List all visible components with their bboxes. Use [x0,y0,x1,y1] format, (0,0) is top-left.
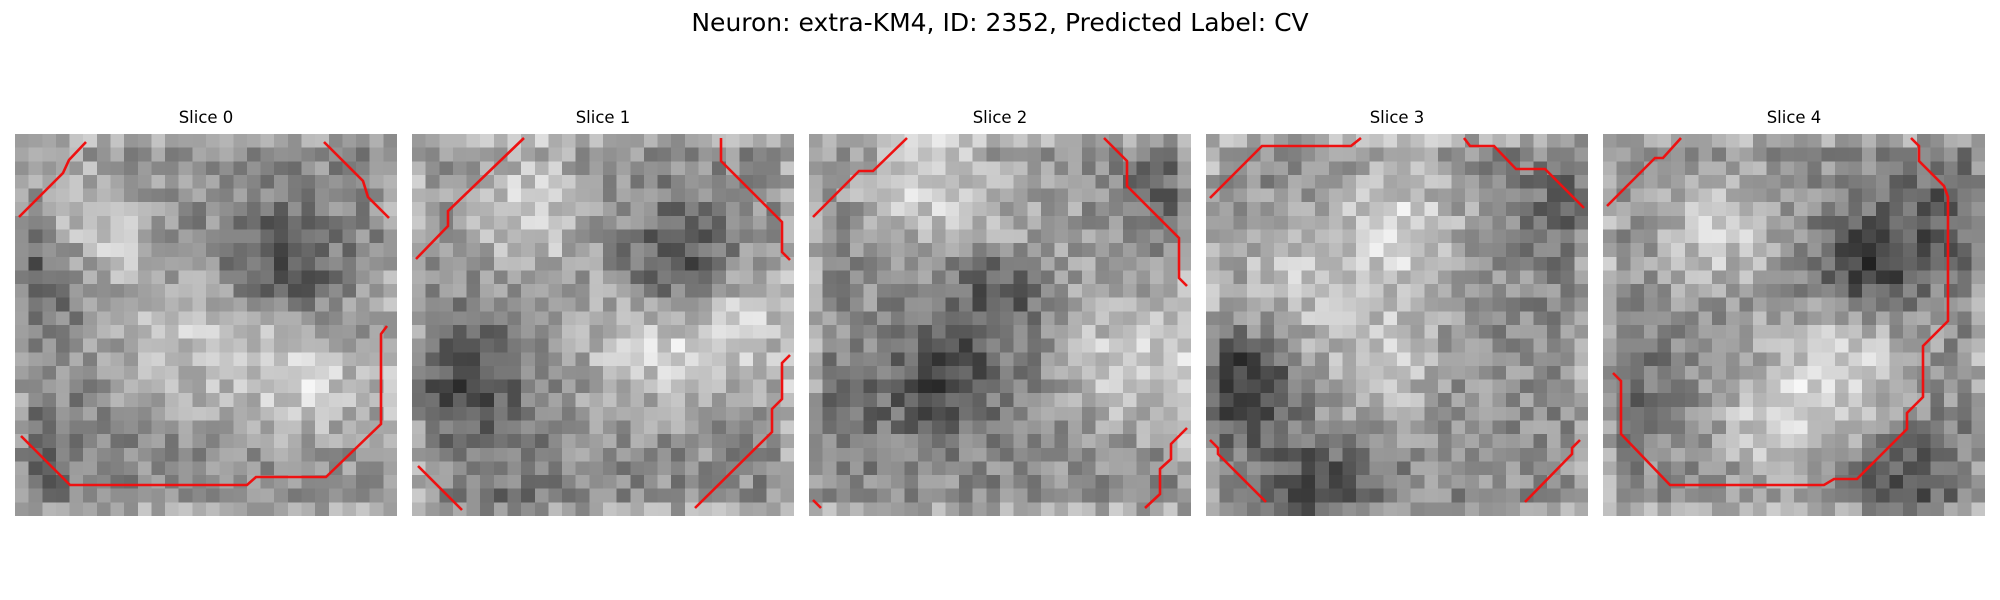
slice-panel-1: Slice 1 [412,108,794,516]
grayscale-slice-image [809,134,1191,516]
slice-title: Slice 1 [575,108,631,127]
grayscale-slice-image [1206,134,1588,516]
slice-title: Slice 4 [1766,108,1822,127]
grayscale-slice-image [412,134,794,516]
red-contour [1209,136,1585,503]
slice-image [809,134,1191,516]
slice-title: Slice 0 [178,108,234,127]
red-contour [812,137,1188,509]
red-contour [415,137,791,511]
contour-overlay [1209,136,1585,503]
contour-overlay [1606,137,1950,487]
slice-panel-2: Slice 2 [809,108,1191,516]
slice-image [412,134,794,516]
slice-panel-0: Slice 0 [15,108,397,516]
slice-panel-4: Slice 4 [1603,108,1985,516]
contour-overlay [18,141,390,487]
red-contour [18,141,390,487]
slice-panel-3: Slice 3 [1206,108,1588,516]
slice-image [1603,134,1985,516]
slice-image [15,134,397,516]
grayscale-slice-image [1603,134,1985,516]
contour-overlay [812,137,1188,509]
slice-title: Slice 3 [1369,108,1425,127]
slice-image [1206,134,1588,516]
figure-title: Neuron: extra-KM4, ID: 2352, Predicted L… [691,8,1309,37]
contour-overlay [415,137,791,511]
grayscale-slice-image [15,134,397,516]
red-contour [1606,137,1950,487]
slice-title: Slice 2 [972,108,1028,127]
